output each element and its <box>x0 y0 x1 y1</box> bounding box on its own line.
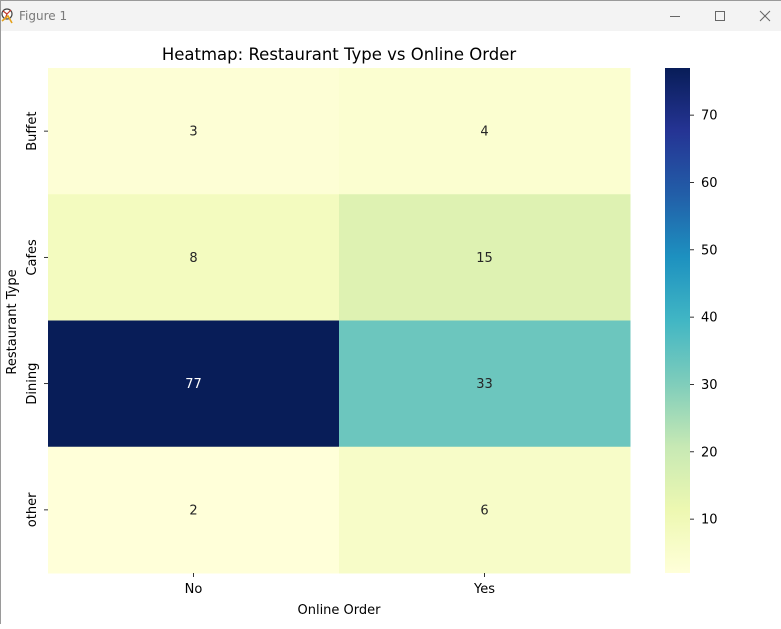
cell-annotation: 4 <box>480 125 488 140</box>
y-tick-label: Buffet <box>25 112 40 151</box>
cell-annotation: 3 <box>189 125 197 140</box>
colorbar-tick-label: 40 <box>701 311 718 326</box>
y-tick-label: other <box>25 492 40 527</box>
heatmap-chart: Heatmap: Restaurant Type vs Online Order… <box>5 45 718 618</box>
heatmap-cell <box>339 446 631 574</box>
window-title: Figure 1 <box>19 9 68 23</box>
title-bar[interactable]: Figure 1 <box>1 1 781 31</box>
heatmap-cell <box>48 446 340 574</box>
y-tick-label: Cafes <box>25 239 40 276</box>
cell-annotation: 33 <box>476 377 493 392</box>
cell-annotation: 8 <box>189 251 197 266</box>
y-tick-label: Dining <box>25 363 40 405</box>
cell-annotation: 6 <box>480 503 488 518</box>
heatmap-cells: 3 4 8 15 77 33 2 6 <box>48 68 631 574</box>
minimize-icon <box>670 16 680 17</box>
chart-title: Heatmap: Restaurant Type vs Online Order <box>162 45 516 64</box>
x-axis-label: Online Order <box>297 603 381 618</box>
colorbar <box>665 68 690 573</box>
cell-annotation: 77 <box>185 377 202 392</box>
matplotlib-figure-icon <box>1 8 13 24</box>
minimize-button[interactable] <box>652 1 698 31</box>
heatmap-cell <box>48 194 340 321</box>
heatmap-cell <box>339 68 631 195</box>
colorbar-tick-label: 30 <box>701 378 718 393</box>
heatmap-cell <box>48 320 340 448</box>
close-icon <box>759 10 771 22</box>
colorbar-ticks: 10 20 30 40 50 60 70 <box>690 109 718 528</box>
colorbar-tick-label: 20 <box>701 445 718 460</box>
y-axis-label: Restaurant Type <box>5 269 20 374</box>
x-tick-label: Yes <box>473 582 495 597</box>
close-button[interactable] <box>742 1 781 31</box>
heatmap-cell <box>339 320 631 448</box>
x-tick-label: No <box>185 582 203 597</box>
figure-canvas: Heatmap: Restaurant Type vs Online Order… <box>1 31 781 625</box>
cell-annotation: 15 <box>476 251 493 266</box>
cell-annotation: 2 <box>189 503 197 518</box>
colorbar-tick-label: 70 <box>701 109 718 124</box>
heatmap-cell <box>48 68 340 195</box>
colorbar-tick-label: 60 <box>701 176 718 191</box>
maximize-button[interactable] <box>697 1 743 31</box>
heatmap-cell <box>339 194 631 321</box>
colorbar-tick-label: 50 <box>701 243 718 258</box>
axis-ticks: No Yes Buffet Cafes Dining other <box>25 112 495 597</box>
maximize-icon <box>715 11 725 21</box>
colorbar-tick-label: 10 <box>701 513 718 528</box>
